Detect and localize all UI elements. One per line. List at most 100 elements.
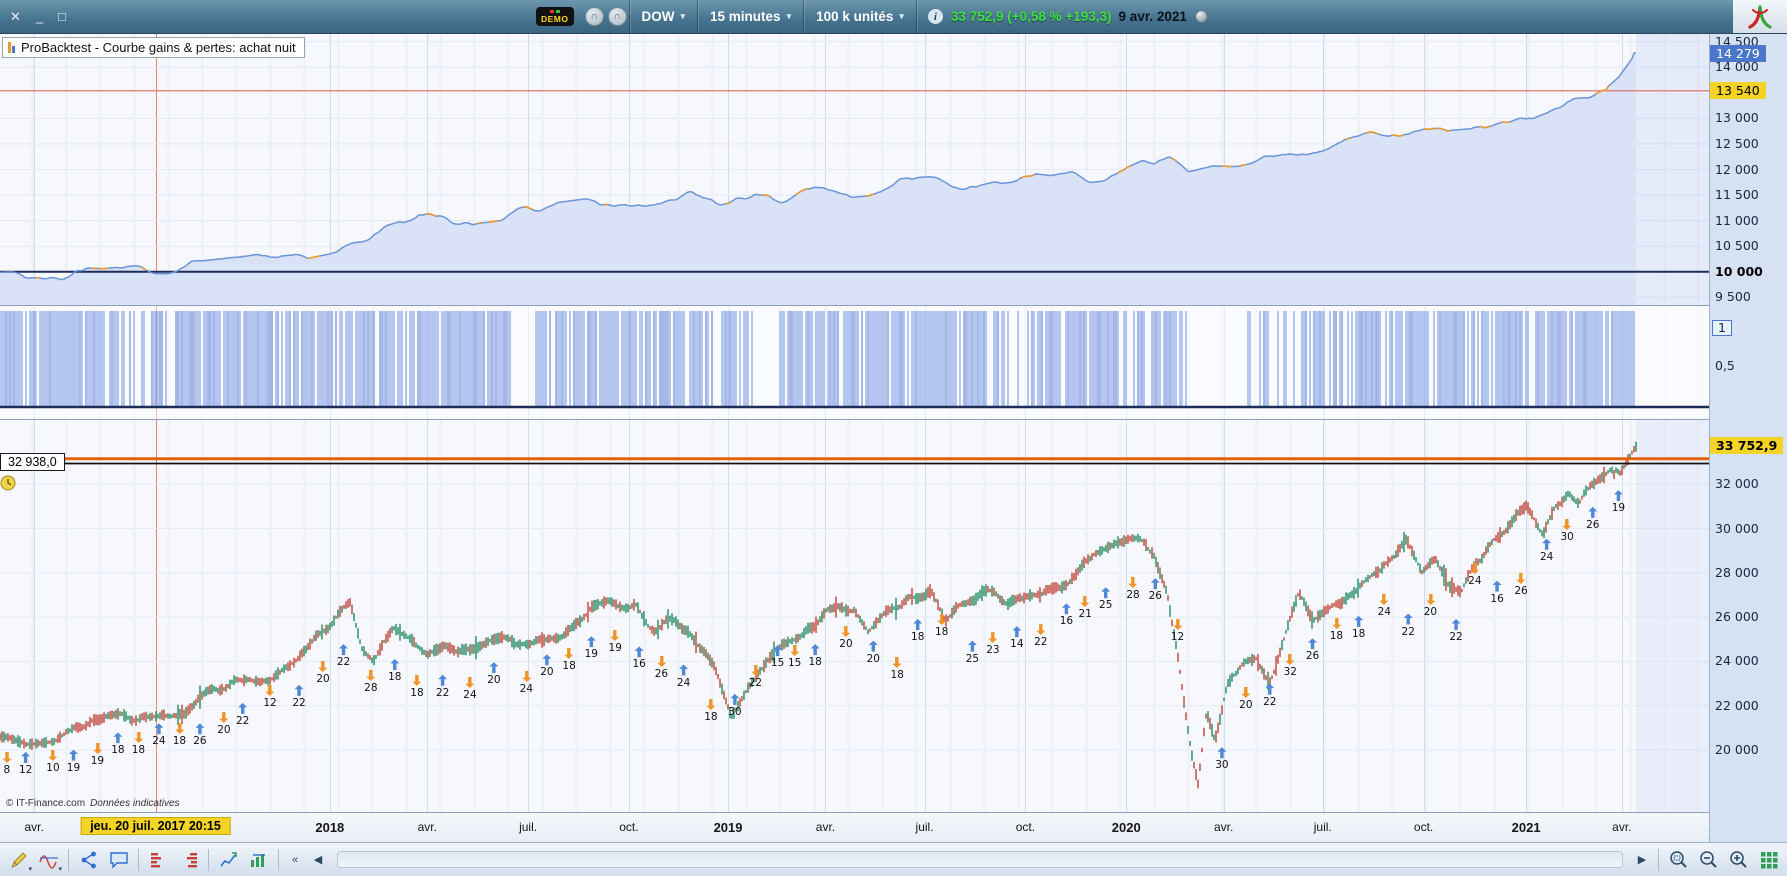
time-axis-label: avr. — [1612, 820, 1632, 834]
time-axis-label: avr. — [1213, 820, 1234, 834]
panel-divider[interactable] — [0, 419, 1709, 420]
info-icon[interactable]: i — [927, 9, 943, 24]
axis-label: 14 000 — [1715, 59, 1759, 75]
axis-label: 26 000 — [1715, 609, 1759, 625]
axis-label: 28 000 — [1715, 564, 1759, 580]
time-axis-label: juil. — [519, 820, 538, 834]
cursor-date-badge: jeu. 20 juil. 2017 20:15 — [80, 817, 231, 835]
scroll-right-button[interactable]: ▶ — [1637, 854, 1647, 866]
draw-tools-button[interactable]: ▾ — [5, 847, 32, 873]
axis-label: 10 500 — [1715, 238, 1759, 254]
chart-scrollbar[interactable] — [337, 851, 1623, 868]
time-axis-label: oct. — [1015, 820, 1036, 834]
timeframe-label: 15 minutes — [710, 9, 781, 24]
strategy-chart-button[interactable] — [245, 847, 272, 873]
quote-group: i 33 752,9 (+0,58 % +193,3) 9 avr. 2021 — [917, 0, 1222, 33]
zoom-selection-button[interactable] — [1665, 847, 1692, 873]
time-axis-label: juil. — [1313, 820, 1332, 834]
time-axis-label: oct. — [619, 820, 639, 834]
symbol-label: DOW — [641, 9, 675, 24]
time-axis-label: 2020 — [1111, 820, 1141, 835]
link-windows-icon[interactable]: ∩ — [584, 7, 604, 26]
time-axis-label: 2018 — [315, 820, 345, 835]
time-axis-label: 2019 — [713, 820, 743, 835]
share-button[interactable] — [75, 847, 102, 873]
axis-label: 24 000 — [1715, 653, 1759, 669]
axis-label: 11 000 — [1715, 212, 1759, 228]
axis-badge-blue: 14 279 — [1710, 44, 1766, 62]
price-chart-panel[interactable]: 8 12 10 19 19 18 18 24 18 26 20 22 12 22 20 22 28 18 18 22 2… — [0, 420, 1709, 812]
axis-label: 1 — [1712, 320, 1732, 336]
equity-curve-title: ProBacktest - Courbe gains & pertes: ach… — [21, 40, 296, 55]
units-label: 100 k unités — [816, 9, 894, 24]
chart-area: ProBacktest - Courbe gains & pertes: ach… — [0, 34, 1787, 842]
axis-label: 12 000 — [1715, 161, 1759, 177]
axis-label: 10 000 — [1715, 263, 1763, 279]
indicator-curve-button[interactable]: ▾ — [35, 847, 62, 873]
plot-region[interactable]: ProBacktest - Courbe gains & pertes: ach… — [0, 34, 1709, 842]
copyright-note: © IT-Finance.com Données indicatives — [6, 798, 180, 809]
zoom-in-button[interactable] — [1725, 847, 1752, 873]
axis-label: 30 000 — [1715, 520, 1759, 536]
bottom-toolbar: ▾ ▾ « ◀ ▶ — [0, 842, 1787, 876]
timeframe-dropdown[interactable]: 15 minutes ▾ — [698, 0, 803, 33]
zoom-out-button[interactable] — [1695, 847, 1722, 873]
price-axis[interactable]: 14 500 14 000 13 000 12 500 12 000 11 500 11 0… — [1709, 34, 1787, 842]
maximize-icon[interactable]: □ — [58, 9, 66, 24]
status-dot — [1194, 10, 1208, 23]
price-level-tag: 32 938,0 — [0, 453, 65, 472]
units-dropdown[interactable]: 100 k unités ▾ — [804, 0, 916, 33]
demo-label: DEMO — [541, 13, 569, 24]
demo-led-icons — [549, 9, 560, 13]
equity-curve-panel[interactable]: ProBacktest - Courbe gains & pertes: ach… — [0, 34, 1709, 305]
equity-curve-title-chip[interactable]: ProBacktest - Courbe gains & pertes: ach… — [2, 37, 305, 58]
histogram-icon — [8, 42, 15, 53]
axis-label: 22 000 — [1715, 697, 1759, 713]
close-icon[interactable]: ✕ — [10, 8, 21, 24]
axis-label: 12 500 — [1715, 135, 1759, 151]
minimize-icon[interactable]: _ — [35, 9, 44, 24]
itfinance-logo-icon — [1733, 0, 1787, 33]
clock-icon[interactable] — [0, 475, 16, 491]
chart-controls: DEMO ∩ ∩ DOW ▾ 15 minutes ▾ 100 k unités… — [536, 0, 1222, 33]
chat-button[interactable] — [105, 847, 132, 873]
time-axis-label: 2021 — [1511, 820, 1541, 835]
volume-bars-alt-button[interactable] — [175, 847, 202, 873]
chevron-down-icon: ▾ — [28, 865, 32, 873]
quote-date: 9 avr. 2021 — [1118, 9, 1187, 24]
axis-badge-yellow: 13 540 — [1710, 82, 1766, 100]
time-axis-label: avr. — [417, 820, 437, 834]
chevron-down-icon: ▾ — [58, 865, 62, 873]
time-axis-label: avr. — [815, 820, 836, 834]
demo-badge: DEMO — [536, 6, 574, 27]
time-axis[interactable]: jeu. 20 juil. 2017 20:15 avr. 2018 avr. jui… — [0, 812, 1709, 842]
copyright-text: © IT-Finance.com — [6, 798, 86, 809]
axis-label: 13 000 — [1715, 110, 1759, 126]
axis-badge-yellow: 33 752,9 — [1710, 436, 1784, 454]
axis-label: 32 000 — [1715, 476, 1759, 492]
collapse-toolbar-button[interactable]: « — [291, 853, 299, 866]
backtest-chart-button[interactable] — [215, 847, 242, 873]
copyright-disclaimer: Données indicatives — [90, 798, 180, 809]
sync-windows-icon[interactable]: ∩ — [607, 7, 627, 26]
time-axis-label: oct. — [1413, 820, 1434, 834]
time-axis-label: juil. — [915, 820, 934, 834]
axis-label: 20 000 — [1715, 742, 1759, 757]
symbol-dropdown[interactable]: DOW ▾ — [630, 0, 698, 33]
axis-label: 11 500 — [1715, 187, 1759, 203]
grid-view-button[interactable] — [1755, 847, 1782, 873]
axis-label: 0,5 — [1715, 358, 1735, 373]
scroll-left-button[interactable]: ◀ — [313, 854, 323, 866]
signal-bars-plot — [0, 311, 1709, 409]
quote-price: 33 752,9 (+0,58 % +193,3) — [950, 9, 1112, 24]
signal-indicator-panel[interactable] — [0, 306, 1709, 419]
chevron-down-icon: ▾ — [786, 11, 792, 21]
axis-label: 9 500 — [1715, 289, 1751, 305]
time-axis-label: avr. — [24, 820, 44, 834]
chevron-down-icon: ▾ — [680, 11, 686, 21]
volume-bars-button[interactable] — [145, 847, 172, 873]
window-controls: ✕ _ □ — [10, 0, 66, 33]
panel-divider[interactable] — [0, 305, 1709, 306]
top-toolbar: ✕ _ □ DEMO ∩ ∩ DOW ▾ 15 minutes ▾ 100 k — [0, 0, 1787, 34]
